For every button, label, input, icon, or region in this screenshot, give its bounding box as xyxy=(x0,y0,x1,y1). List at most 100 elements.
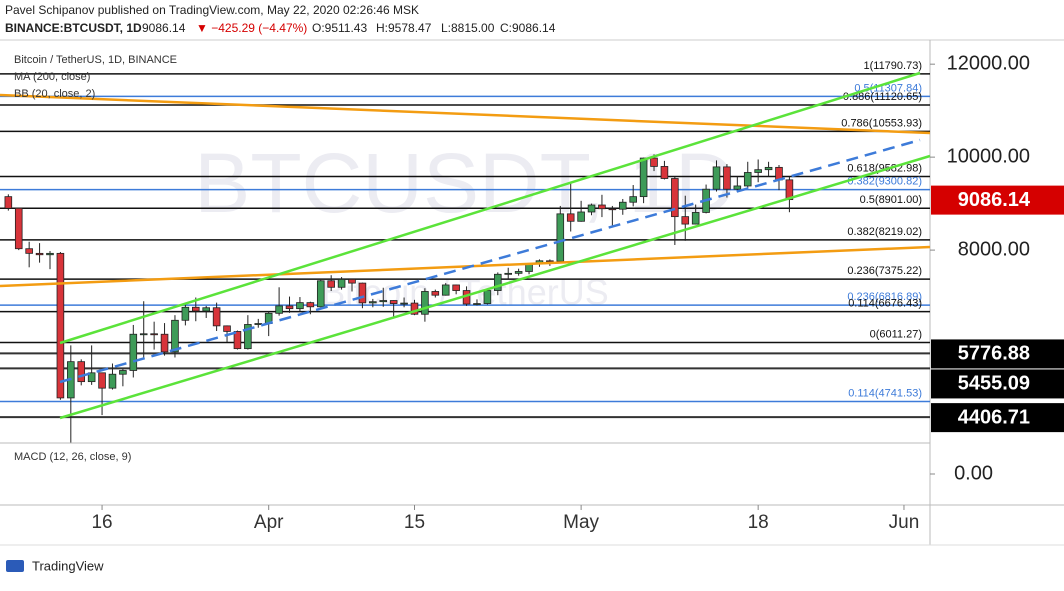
channel-line xyxy=(59,71,921,345)
candle-body xyxy=(14,207,23,250)
candle-body xyxy=(431,291,440,296)
last-price: 9086.14 xyxy=(142,21,186,35)
candle-body xyxy=(452,284,460,291)
candle-body xyxy=(577,211,585,222)
fib-label: 0.5(8901.00) xyxy=(860,194,922,206)
candle-body xyxy=(337,278,346,288)
trend-line xyxy=(0,93,931,135)
candle-body xyxy=(25,248,33,254)
fib-label: 0.382(9300.82) xyxy=(847,176,922,188)
candle-body xyxy=(691,212,700,225)
price-label: 5776.88 xyxy=(958,343,1030,365)
candle-body xyxy=(223,325,231,332)
candle-body xyxy=(410,302,419,315)
y-tick-label: 8000.00 xyxy=(958,238,1030,260)
candle-body xyxy=(681,216,690,225)
candle-body xyxy=(285,305,294,310)
candle-body xyxy=(233,331,242,350)
plot: 1(11790.73) 0.5(11307.84)0.886(11120.65) 0… xyxy=(0,60,930,443)
candle-body xyxy=(327,280,335,288)
candle-body xyxy=(369,301,377,304)
candle-body xyxy=(483,290,492,304)
candle-body xyxy=(754,169,762,173)
fib-label: 0.114(4741.53) xyxy=(848,387,922,399)
candle-body xyxy=(712,166,721,190)
x-tick-label: Apr xyxy=(254,512,284,533)
y-tick-label: 12000.00 xyxy=(947,52,1030,74)
change-value: −425.29 (−4.47%) xyxy=(211,21,307,35)
drawings xyxy=(0,71,931,420)
y-tick-label: 10000.00 xyxy=(947,145,1030,167)
candle-body xyxy=(514,271,523,274)
candle-body xyxy=(35,252,44,256)
trend-line xyxy=(0,245,931,288)
candle-body xyxy=(400,302,408,305)
candle-body xyxy=(764,166,773,171)
price-box xyxy=(931,403,1064,433)
candle-body xyxy=(150,333,158,336)
quote-line: BINANCE:BTCUSDT, 1D 9086.14 ▼ −425.29 (−… xyxy=(5,21,556,35)
candle-body xyxy=(4,196,13,209)
candle-body xyxy=(587,204,596,213)
high: H:9578.47 xyxy=(376,21,432,35)
chart-title: Bitcoin / TetherUS, 1D, BINANCE xyxy=(14,54,177,66)
candle-body xyxy=(733,185,742,190)
fib-label: 0.236(7375.22) xyxy=(847,265,922,277)
candle-body xyxy=(358,282,367,304)
candle-body xyxy=(160,333,169,353)
candle-body xyxy=(192,306,200,312)
candle-body xyxy=(171,319,179,353)
price-label: 9086.14 xyxy=(958,189,1031,211)
candle-body xyxy=(119,370,127,375)
candle-body xyxy=(202,307,210,312)
fib-label: 0.236(6816.89) xyxy=(847,291,922,303)
candle-body xyxy=(244,324,252,350)
candle-body xyxy=(441,284,450,296)
candle-body xyxy=(139,333,148,336)
footer: TradingView xyxy=(6,558,104,573)
candle-body xyxy=(108,373,117,389)
x-tick-label: 15 xyxy=(404,512,425,533)
x-tick-label: 18 xyxy=(748,512,769,533)
candle-body xyxy=(566,213,575,222)
indicator-label: MA (200, close) xyxy=(14,71,90,83)
candle-body xyxy=(296,302,304,310)
fib-label: 0.886(11120.65) xyxy=(843,91,922,103)
candle-body xyxy=(556,213,565,262)
fib-label: 0.5(11307.84) xyxy=(854,82,922,94)
open: O:9511.43 xyxy=(312,21,367,35)
fib-label: 0.382(8219.02) xyxy=(847,226,922,238)
change: ▼ −425.29 (−4.47%) xyxy=(196,21,307,35)
channel-line xyxy=(59,154,931,420)
candle-body xyxy=(473,303,481,305)
close: C:9086.14 xyxy=(500,21,556,35)
candle-body xyxy=(504,272,513,275)
candle-body xyxy=(598,204,606,210)
candle-body xyxy=(389,300,398,304)
candle-body xyxy=(421,291,429,315)
x-tick-label: Jun xyxy=(889,512,920,533)
candle-body xyxy=(379,300,388,303)
candle-body xyxy=(660,166,669,179)
candle-body xyxy=(494,273,502,291)
fib-label: 0.114(6676.43) xyxy=(848,298,922,310)
fib-label: 1(11790.73) xyxy=(863,60,922,72)
price-label: 4406.71 xyxy=(958,406,1030,428)
footer-brand: TradingView xyxy=(32,558,104,573)
candle-body xyxy=(254,323,263,325)
fib-label: 0(6011.27) xyxy=(870,328,922,340)
candle-body xyxy=(671,178,679,218)
candle-body xyxy=(306,302,315,308)
candle-body xyxy=(629,196,637,203)
candle-body xyxy=(77,361,86,383)
candle-body xyxy=(723,166,731,190)
x-tick-label: May xyxy=(563,512,599,533)
logo-icon xyxy=(6,560,24,572)
candle-body xyxy=(212,307,221,327)
price-box xyxy=(931,369,1064,399)
candle-body xyxy=(46,252,54,256)
candle-body xyxy=(316,280,325,308)
candle-body xyxy=(98,372,106,389)
